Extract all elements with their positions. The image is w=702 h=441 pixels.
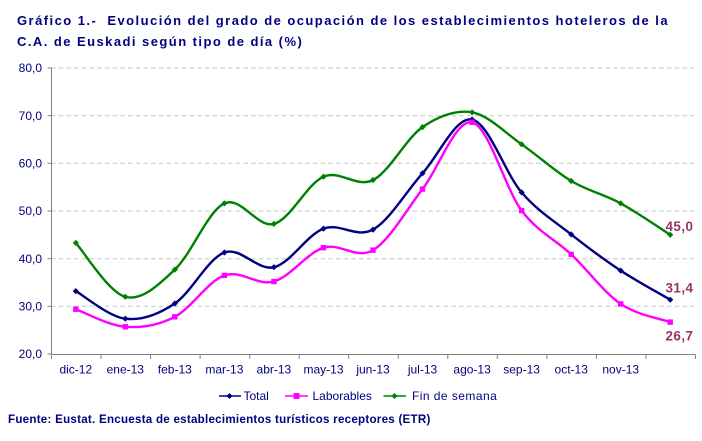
svg-text:70,0: 70,0 [19, 109, 43, 123]
svg-text:mar-13: mar-13 [205, 362, 243, 376]
svg-text:ene-13: ene-13 [107, 362, 145, 376]
svg-text:20,0: 20,0 [19, 347, 43, 361]
svg-text:Fin de semana: Fin de semana [412, 389, 497, 403]
svg-text:31,4: 31,4 [665, 281, 693, 296]
svg-text:jul-13: jul-13 [407, 362, 438, 376]
svg-text:60,0: 60,0 [19, 157, 43, 171]
svg-text:ago-13: ago-13 [453, 362, 491, 376]
svg-text:30,0: 30,0 [19, 300, 43, 314]
svg-text:80,0: 80,0 [19, 61, 43, 75]
svg-text:dic-12: dic-12 [59, 362, 92, 376]
svg-text:nov-13: nov-13 [602, 362, 639, 376]
svg-text:45,0: 45,0 [665, 219, 693, 234]
svg-text:50,0: 50,0 [19, 204, 43, 218]
svg-text:jun-13: jun-13 [355, 362, 390, 376]
svg-text:abr-13: abr-13 [257, 362, 292, 376]
svg-text:sep-13: sep-13 [503, 362, 540, 376]
svg-text:Total: Total [244, 389, 269, 403]
svg-text:oct-13: oct-13 [555, 362, 589, 376]
svg-text:40,0: 40,0 [19, 252, 43, 266]
svg-text:feb-13: feb-13 [158, 362, 192, 376]
svg-text:26,7: 26,7 [665, 329, 693, 344]
svg-text:may-13: may-13 [303, 362, 343, 376]
svg-text:Laborables: Laborables [313, 389, 372, 403]
